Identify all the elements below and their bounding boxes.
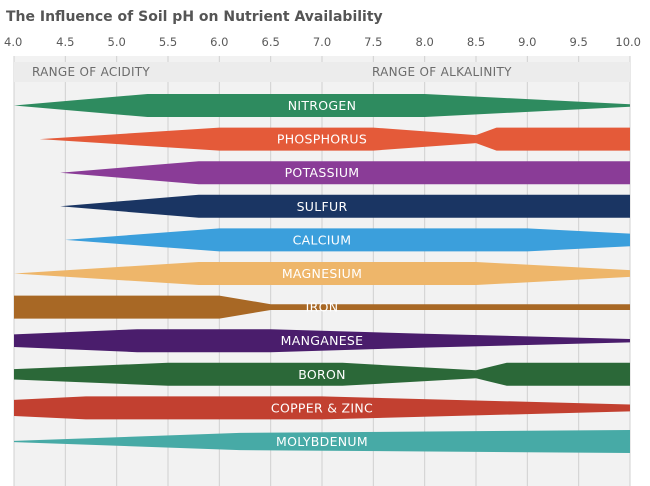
band-copper-zinc (14, 396, 630, 420)
x-tick-label: 10.0 (615, 35, 641, 49)
x-tick-label: 6.0 (210, 35, 228, 49)
range-label-strip (14, 62, 630, 82)
x-tick-label: 6.5 (262, 35, 280, 49)
x-tick-label: 7.0 (313, 35, 331, 49)
band-label: COPPER & ZINC (271, 400, 373, 415)
x-tick-label: 5.0 (108, 35, 126, 49)
band-magnesium (14, 262, 630, 285)
band-label: CALCIUM (293, 232, 352, 247)
nutrient-bands (14, 94, 631, 453)
band-nitrogen (14, 94, 630, 117)
x-tick-label: 9.5 (570, 35, 588, 49)
band-label: POTASSIUM (285, 165, 360, 180)
band-label: BORON (298, 367, 346, 382)
x-tick-label: 4.5 (56, 35, 74, 49)
x-tick-label: 5.5 (159, 35, 177, 49)
x-tick-label: 9.0 (518, 35, 536, 49)
range-of-alkalinity-label: RANGE OF ALKALINITY (372, 65, 512, 79)
band-label: MAGNESIUM (282, 266, 362, 281)
band-boron (14, 362, 630, 386)
x-tick-label: 7.5 (364, 35, 382, 49)
x-tick-label: 4.0 (4, 35, 22, 49)
band-potassium (60, 161, 630, 185)
range-of-acidity-label: RANGE OF ACIDITY (32, 65, 150, 79)
x-tick-labels: 4.0 4.5 5.0 5.5 6.0 6.5 7.0 7.5 8.0 8.5 9.0 9.5 10.0 (4, 35, 641, 49)
band-label: MANGANESE (281, 333, 364, 348)
band-label: MOLYBDENUM (276, 434, 368, 449)
band-sulfur (60, 194, 630, 218)
band-calcium (65, 228, 631, 252)
nutrient-labels: NITROGEN PHOSPHORUS POTASSIUM SULFUR CALCIUM… (271, 98, 373, 449)
band-label: IRON (306, 300, 339, 315)
chart-title: The Influence of Soil pH on Nutrient Ava… (6, 9, 383, 25)
band-manganese (14, 329, 630, 353)
band-phosphorus (39, 127, 630, 151)
band-label: SULFUR (297, 199, 348, 214)
band-label: NITROGEN (288, 98, 357, 113)
band-iron (14, 295, 630, 319)
x-tick-label: 8.0 (416, 35, 434, 49)
band-molybdenum (14, 430, 630, 453)
x-tick-label: 8.5 (467, 35, 485, 49)
band-label: PHOSPHORUS (277, 132, 367, 147)
